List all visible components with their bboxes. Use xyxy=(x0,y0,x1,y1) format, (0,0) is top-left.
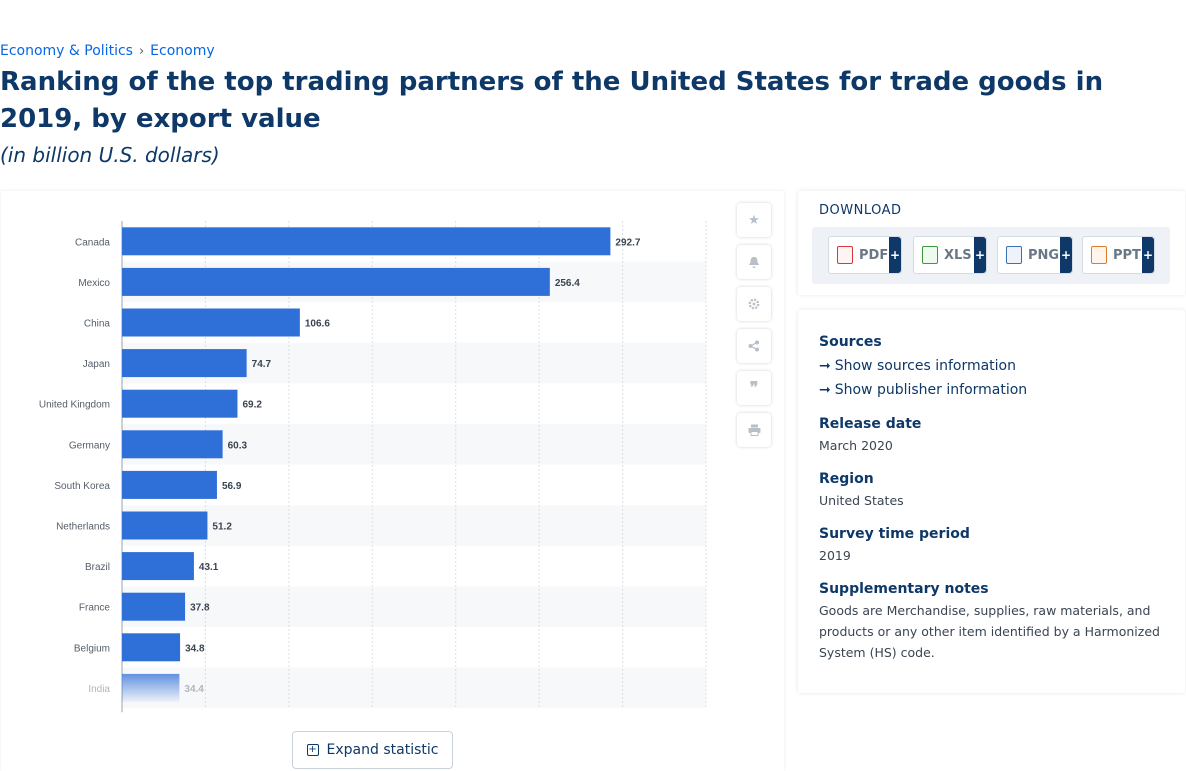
cite-button[interactable]: ❞ xyxy=(737,371,771,405)
statistic-details-panel: Sources ➞ Show sources information ➞ Sho… xyxy=(798,310,1185,693)
arrow-right-icon: ➞ xyxy=(819,358,831,374)
bar xyxy=(122,308,300,337)
favorite-button[interactable]: ★ xyxy=(737,203,771,237)
print-icon xyxy=(748,424,760,436)
star-icon: ★ xyxy=(748,212,760,227)
data-label: 51.2 xyxy=(212,522,232,533)
sources-label: Sources xyxy=(819,334,882,350)
download-title: DOWNLOAD xyxy=(819,203,902,218)
row-band xyxy=(122,586,706,627)
category-label: France xyxy=(79,603,111,614)
category-label: Netherlands xyxy=(56,522,110,533)
category-label: Brazil xyxy=(85,562,110,573)
plus-icon: + xyxy=(974,237,986,273)
png-file-icon xyxy=(1006,246,1022,264)
plus-square-icon: + xyxy=(306,744,319,756)
data-label: 256.4 xyxy=(555,278,580,289)
print-button[interactable] xyxy=(737,413,771,447)
breadcrumb-item-economy[interactable]: Economy xyxy=(150,43,215,59)
page-title: Ranking of the top trading partners of t… xyxy=(0,67,1104,134)
supplementary-notes-label: Supplementary notes xyxy=(819,581,989,597)
expand-statistic-button[interactable]: + Expand statistic xyxy=(292,731,453,769)
share-icon xyxy=(748,340,759,352)
quote-icon: ❞ xyxy=(749,380,759,397)
category-label: South Korea xyxy=(54,481,110,492)
data-label: 34.8 xyxy=(185,643,205,654)
breadcrumb-item-economy-politics[interactable]: Economy & Politics xyxy=(0,43,133,59)
share-button[interactable] xyxy=(737,329,771,363)
data-label: 34.4 xyxy=(184,684,204,695)
data-label: 43.1 xyxy=(199,562,219,573)
data-label: 106.6 xyxy=(305,319,330,330)
chart-toolbar: ★ ❞ xyxy=(737,203,771,447)
download-xls-label: XLS xyxy=(944,247,972,263)
bar xyxy=(122,227,611,256)
bar xyxy=(122,349,247,378)
expand-statistic-label: Expand statistic xyxy=(326,742,439,758)
survey-period-label: Survey time period xyxy=(819,526,970,542)
download-xls-button[interactable]: XLS + xyxy=(913,236,987,274)
page-subtitle: (in billion U.S. dollars) xyxy=(0,143,220,167)
category-label: United Kingdom xyxy=(39,400,110,411)
xls-file-icon xyxy=(922,246,938,264)
breadcrumb: Economy & Politics › Economy xyxy=(0,43,215,59)
region-value: United States xyxy=(819,493,904,508)
arrow-right-icon: ➞ xyxy=(819,382,831,398)
data-label: 60.3 xyxy=(228,440,248,451)
gear-icon xyxy=(748,298,760,310)
bar xyxy=(122,673,180,702)
category-label: India xyxy=(88,684,110,695)
bar xyxy=(122,552,194,581)
bar xyxy=(122,633,181,662)
bar xyxy=(122,389,238,418)
data-label: 74.7 xyxy=(252,359,272,370)
plus-icon: + xyxy=(1142,237,1154,273)
bar xyxy=(122,470,217,499)
pdf-file-icon xyxy=(837,246,853,264)
bar xyxy=(122,592,186,621)
category-label: Japan xyxy=(83,359,110,370)
release-date-label: Release date xyxy=(819,416,922,432)
download-ppt-label: PPT xyxy=(1113,247,1141,263)
category-label: Canada xyxy=(75,237,110,248)
download-panel: DOWNLOAD PDF + XLS + PNG + PPT + xyxy=(798,191,1185,295)
release-date-value: March 2020 xyxy=(819,438,893,453)
data-label: 69.2 xyxy=(242,400,262,411)
bar-chart: Canada 292.7 Mexico 256.4 China 106.6 Japan 74.… xyxy=(39,221,707,713)
notify-button[interactable] xyxy=(737,245,771,279)
data-label: 56.9 xyxy=(222,481,242,492)
category-label: Mexico xyxy=(78,278,110,289)
bell-icon xyxy=(749,256,759,268)
supplementary-notes-value: Goods are Merchandise, supplies, raw mat… xyxy=(819,603,1160,660)
download-png-button[interactable]: PNG + xyxy=(997,236,1073,274)
category-label: China xyxy=(84,319,111,330)
data-label: 292.7 xyxy=(615,237,640,248)
show-publisher-link[interactable]: ➞ Show publisher information xyxy=(819,382,1027,398)
bar xyxy=(122,430,223,459)
chart-card: Canada 292.7 Mexico 256.4 China 106.6 Japan 74.… xyxy=(1,191,784,771)
category-label: Germany xyxy=(69,440,110,451)
plus-icon: + xyxy=(1060,237,1072,273)
bar xyxy=(122,511,208,540)
settings-button[interactable] xyxy=(737,287,771,321)
download-png-label: PNG xyxy=(1028,247,1060,263)
data-label: 37.8 xyxy=(190,603,210,614)
download-ppt-button[interactable]: PPT + xyxy=(1082,236,1155,274)
survey-period-value: 2019 xyxy=(819,548,851,563)
ppt-file-icon xyxy=(1091,246,1107,264)
download-buttons: PDF + XLS + PNG + PPT + xyxy=(812,227,1170,284)
download-pdf-label: PDF xyxy=(859,247,889,263)
bar xyxy=(122,267,550,296)
row-band xyxy=(122,505,706,546)
breadcrumb-separator: › xyxy=(138,43,145,59)
show-publisher-label: Show publisher information xyxy=(834,382,1028,398)
row-band xyxy=(122,667,706,709)
plus-icon: + xyxy=(889,237,901,273)
category-label: Belgium xyxy=(74,643,110,654)
download-pdf-button[interactable]: PDF + xyxy=(828,236,902,274)
show-sources-link[interactable]: ➞ Show sources information xyxy=(819,358,1016,374)
show-sources-label: Show sources information xyxy=(834,358,1016,374)
region-label: Region xyxy=(819,471,874,487)
